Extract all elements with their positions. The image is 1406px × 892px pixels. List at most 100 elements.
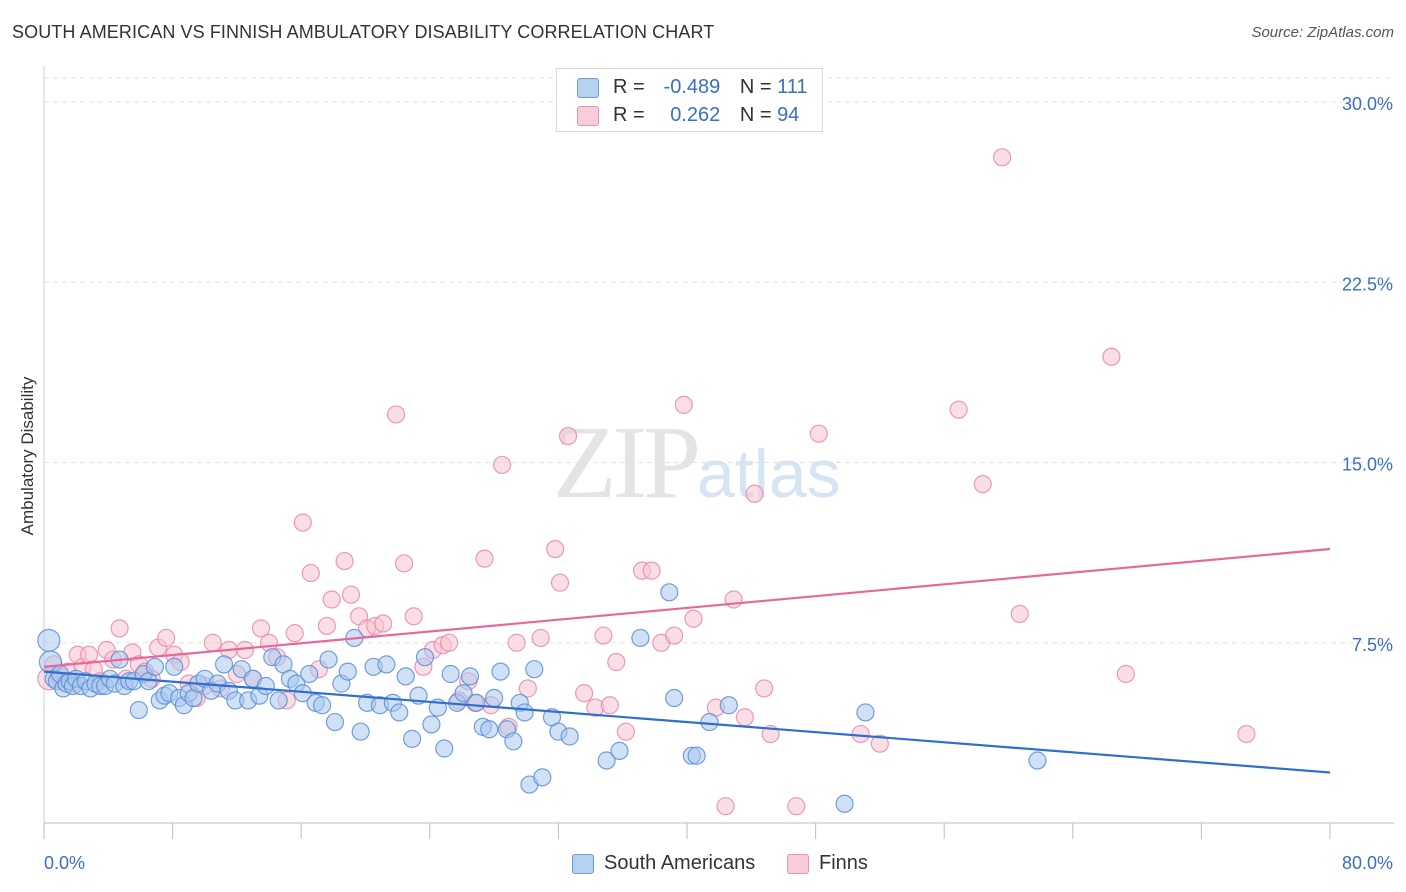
finns-point — [1010, 604, 1029, 624]
y-tick-label: 30.0% — [1342, 94, 1393, 114]
south-american-point — [256, 676, 275, 696]
r-label: R = — [613, 104, 645, 126]
south-american-point — [403, 729, 422, 748]
south-american-point — [719, 696, 738, 715]
finns-point — [616, 722, 636, 741]
finns-point — [665, 626, 684, 645]
finns-point — [251, 619, 271, 638]
finns-n-value: 94 — [777, 104, 800, 126]
south-american-point — [560, 727, 579, 746]
south-american-point — [480, 720, 499, 739]
south-american-point — [835, 794, 854, 813]
finns-points — [37, 148, 1256, 816]
south-american-point — [610, 741, 629, 761]
finns-point — [973, 475, 992, 494]
y-tick-label: 15.0% — [1342, 455, 1393, 475]
south-american-point — [504, 732, 523, 751]
finns-point — [335, 551, 354, 571]
south-american-point — [377, 655, 396, 674]
finns-point — [745, 484, 764, 503]
y-axis-label: Ambulatory Disability — [18, 376, 37, 536]
south-american-point — [467, 693, 486, 712]
tick-labels: 7.5% 15.0% 22.5% 30.0% 0.0% 80.0% — [44, 94, 1393, 873]
south-american-point — [700, 712, 719, 732]
finns-point — [293, 513, 312, 532]
finns-point — [507, 633, 526, 652]
finns-swatch — [577, 106, 599, 126]
finns-point — [550, 573, 570, 592]
finns-point — [386, 405, 406, 424]
y-tick-label: 22.5% — [1342, 274, 1393, 294]
finns-point — [518, 679, 537, 698]
south-american-point — [145, 657, 165, 676]
finns-label: Finns — [819, 852, 868, 874]
south-american-point — [319, 650, 338, 669]
x-tick-label: 80.0% — [1342, 853, 1393, 873]
finns-point — [600, 696, 619, 715]
finns-point — [157, 628, 176, 648]
finns-point — [870, 734, 890, 753]
finns-point — [716, 797, 735, 816]
watermark-atlas: atlas — [697, 436, 841, 512]
finns-point — [301, 563, 320, 583]
south-american-point — [214, 655, 234, 674]
finns-point — [787, 797, 806, 816]
south-american-point — [856, 703, 875, 722]
finns-point — [110, 619, 129, 638]
finns-point — [203, 633, 222, 652]
finns-point — [475, 549, 494, 568]
x-tick-label: 0.0% — [44, 853, 85, 873]
finns-point — [575, 684, 594, 703]
south-american-point — [325, 712, 345, 732]
south-american-point — [351, 722, 370, 741]
finns-point — [992, 148, 1012, 167]
south-american-point — [441, 664, 460, 684]
finns-swatch — [787, 854, 809, 874]
finns-point — [684, 609, 703, 628]
south-american-point — [396, 667, 415, 686]
south-americans-label: South Americans — [604, 852, 756, 874]
south-american-point — [422, 715, 441, 734]
south-american-point — [665, 688, 684, 708]
south-american-point — [687, 746, 706, 765]
finns-point — [394, 554, 414, 573]
axes — [43, 66, 1394, 839]
finns-point — [594, 626, 613, 645]
finns-point — [546, 539, 565, 559]
finns-point — [493, 455, 512, 475]
finns-point — [735, 708, 754, 727]
south-american-point — [435, 739, 454, 758]
south-american-point — [338, 662, 357, 681]
south-american-point — [485, 688, 504, 708]
gridlines — [44, 77, 1394, 644]
south-american-point — [129, 700, 148, 720]
finns-r-value: 0.262 — [670, 104, 721, 126]
source-label: Source: ZipAtlas.com — [1251, 24, 1394, 41]
south-american-point — [631, 628, 650, 648]
south-american-trend-line — [43, 670, 1331, 774]
finns-point — [558, 426, 578, 446]
south-american-point — [269, 691, 288, 710]
south-n-value: 111 — [777, 76, 808, 98]
finns-point — [851, 724, 870, 744]
finns-trend-line — [43, 547, 1331, 668]
south-american-point — [515, 703, 534, 722]
finns-point — [285, 624, 304, 643]
south-american-point — [533, 768, 552, 787]
finns-point — [404, 607, 423, 626]
r-label: R = — [613, 76, 645, 98]
n-label: N = — [739, 76, 772, 98]
finns-point — [1116, 664, 1135, 684]
finns-point — [374, 614, 393, 633]
south-american-point — [415, 648, 435, 667]
finns-point — [1102, 347, 1121, 366]
south-american-point — [491, 662, 510, 681]
finns-point — [949, 400, 968, 419]
finns-point — [809, 424, 828, 443]
finns-point — [322, 590, 341, 609]
trend-lines — [43, 547, 1331, 774]
south-american-point — [390, 703, 409, 722]
south-american-point — [37, 628, 61, 652]
finns-point — [317, 616, 337, 636]
